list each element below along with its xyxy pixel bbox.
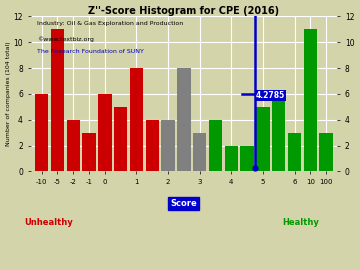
Text: The Research Foundation of SUNY: The Research Foundation of SUNY bbox=[37, 49, 144, 54]
Bar bbox=[98, 94, 112, 171]
Bar bbox=[209, 120, 222, 171]
Bar bbox=[161, 120, 175, 171]
Bar bbox=[145, 120, 159, 171]
Bar bbox=[130, 68, 143, 171]
Bar bbox=[114, 107, 127, 171]
Text: ©www.textbiz.org: ©www.textbiz.org bbox=[37, 36, 94, 42]
Bar bbox=[35, 94, 48, 171]
Bar bbox=[288, 133, 301, 171]
Text: Score: Score bbox=[171, 200, 197, 208]
Bar bbox=[303, 29, 317, 171]
Bar bbox=[67, 120, 80, 171]
Bar bbox=[82, 133, 96, 171]
Text: Unhealthy: Unhealthy bbox=[24, 218, 73, 227]
Bar bbox=[240, 146, 254, 171]
Text: Healthy: Healthy bbox=[282, 218, 319, 227]
Bar bbox=[193, 133, 206, 171]
Bar bbox=[51, 29, 64, 171]
Bar bbox=[225, 146, 238, 171]
Y-axis label: Number of companies (104 total): Number of companies (104 total) bbox=[5, 42, 10, 146]
Text: 4.2785: 4.2785 bbox=[256, 91, 285, 100]
Text: Industry: Oil & Gas Exploration and Production: Industry: Oil & Gas Exploration and Prod… bbox=[37, 21, 183, 26]
Bar bbox=[272, 94, 285, 171]
Bar bbox=[319, 133, 333, 171]
Bar bbox=[256, 107, 270, 171]
Title: Z''-Score Histogram for CPE (2016): Z''-Score Histogram for CPE (2016) bbox=[88, 6, 279, 16]
Bar bbox=[177, 68, 190, 171]
